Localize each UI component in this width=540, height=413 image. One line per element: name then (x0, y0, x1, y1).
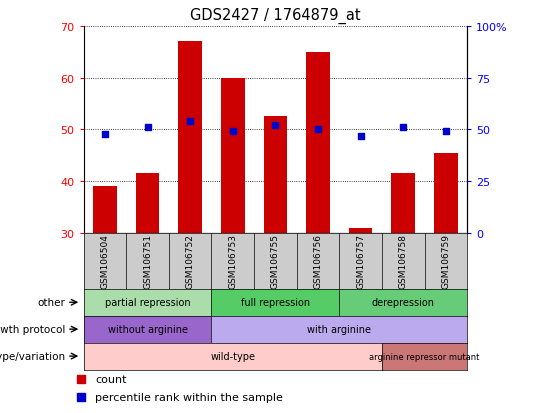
Bar (93, 187, 117, 233)
Bar (306, 52, 330, 233)
Text: without arginine: without arginine (107, 324, 187, 335)
Text: GSM106758: GSM106758 (399, 234, 408, 289)
Point (100, 131, 109, 138)
Bar (392, 174, 415, 233)
Text: other: other (37, 297, 65, 308)
Bar (349, 228, 372, 233)
Text: wild-type: wild-type (210, 351, 255, 361)
Bar (179, 42, 202, 233)
Text: GSM106756: GSM106756 (314, 234, 322, 289)
Point (186, 119, 194, 125)
Text: percentile rank within the sample: percentile rank within the sample (95, 392, 283, 402)
Point (356, 133, 365, 140)
Point (399, 125, 408, 131)
Bar (264, 117, 287, 233)
Point (442, 129, 450, 135)
Title: GDS2427 / 1764879_at: GDS2427 / 1764879_at (190, 8, 361, 24)
Text: GSM106753: GSM106753 (228, 234, 237, 289)
Text: full repression: full repression (241, 297, 310, 308)
Point (77, 376, 85, 383)
Text: partial repression: partial repression (105, 297, 191, 308)
Text: with arginine: with arginine (307, 324, 372, 335)
Text: growth protocol: growth protocol (0, 324, 65, 335)
Text: count: count (95, 375, 127, 385)
Point (271, 123, 280, 129)
Text: GSM106759: GSM106759 (441, 234, 450, 289)
Text: derepression: derepression (372, 297, 435, 308)
Bar (136, 174, 159, 233)
Text: GSM106752: GSM106752 (186, 234, 195, 289)
Point (143, 125, 152, 131)
Point (314, 127, 322, 133)
Bar (221, 78, 245, 233)
Text: GSM106504: GSM106504 (100, 234, 110, 289)
Bar (434, 153, 457, 233)
Text: GSM106751: GSM106751 (143, 234, 152, 289)
Text: arginine repressor mutant: arginine repressor mutant (369, 352, 480, 361)
Text: GSM106755: GSM106755 (271, 234, 280, 289)
Point (77, 394, 85, 400)
Point (228, 129, 237, 135)
Text: genotype/variation: genotype/variation (0, 351, 65, 361)
Text: GSM106757: GSM106757 (356, 234, 365, 289)
